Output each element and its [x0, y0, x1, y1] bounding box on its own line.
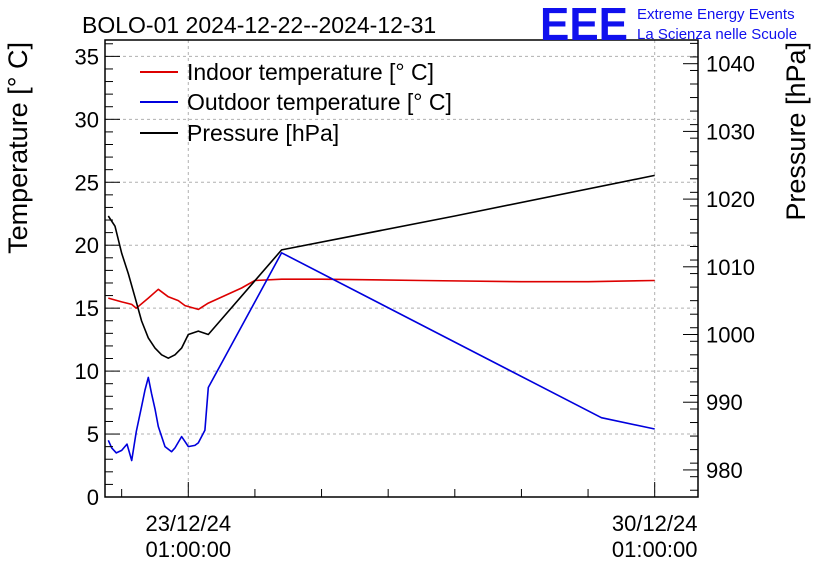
legend-label-pressure: Pressure [hPa] — [187, 120, 339, 146]
y-right-tick-label: 1000 — [706, 323, 755, 348]
series-line-outdoor-temperature — [107, 252, 655, 462]
y-left-tick-label: 25 — [75, 170, 99, 195]
y-left-tick-label: 20 — [75, 233, 99, 258]
y-left-tick-label: 10 — [75, 359, 99, 384]
y-right-tick-label: 1010 — [706, 255, 755, 280]
logo-line-2: La Scienza nelle Scuole — [637, 26, 797, 43]
x-tick-time: 01:00:00 — [612, 537, 698, 562]
y-right-tick-label: 980 — [706, 458, 743, 483]
y-right-tick-label: 990 — [706, 390, 743, 415]
grid — [105, 40, 698, 497]
legend-label-outdoor: Outdoor temperature [° C] — [187, 89, 452, 115]
eee-logo: EEE Extreme Energy Events La Scienza nel… — [540, 0, 797, 50]
y-axis-left-title: Temperature [° C] — [3, 42, 33, 254]
y-left-tick-label: 15 — [75, 296, 99, 321]
y-left-tick-label: 30 — [75, 107, 99, 132]
logo-eee: EEE — [540, 0, 628, 50]
y-axis-right-title: Pressure [hPa] — [781, 42, 811, 221]
legend: Indoor temperature [° C] Outdoor tempera… — [140, 59, 452, 146]
x-tick-date: 23/12/24 — [145, 511, 231, 536]
logo-line-1: Extreme Energy Events — [637, 6, 795, 23]
series-line-indoor-temperature — [108, 278, 655, 311]
x-tick-time: 01:00:00 — [145, 537, 231, 562]
y-right-tick-label: 1030 — [706, 119, 755, 144]
series-lines — [107, 174, 655, 462]
legend-label-indoor: Indoor temperature [° C] — [187, 59, 434, 85]
y-left-tick-label: 5 — [87, 422, 99, 447]
chart-title: BOLO-01 2024-12-22--2024-12-31 — [82, 12, 436, 38]
y-left-tick-label: 0 — [87, 485, 99, 510]
y-right-tick-label: 1040 — [706, 52, 755, 77]
y-right-tick-label: 1020 — [706, 187, 755, 212]
plot-frame — [104, 39, 699, 498]
y-left-tick-label: 35 — [75, 44, 99, 69]
series-line-pressure — [107, 174, 655, 360]
x-tick-date: 30/12/24 — [612, 511, 698, 536]
axes: 0 5 10 15 20 25 30 35 980 990 1000 1010 1020 1030 1040… — [75, 42, 755, 562]
